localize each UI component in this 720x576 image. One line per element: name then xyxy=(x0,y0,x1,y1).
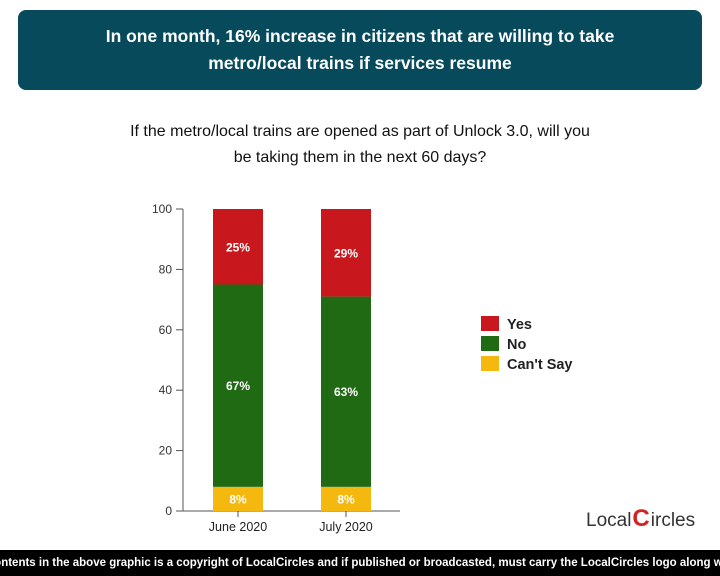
logo-text-local: Local xyxy=(586,510,632,531)
copyright-text: All contents in the above graphic is a c… xyxy=(0,557,720,569)
bar-segment xyxy=(321,486,371,511)
localcircles-logo: Local C ircles xyxy=(586,505,695,533)
bar-segment xyxy=(321,209,371,297)
headline-banner: In one month, 16% increase in citizens t… xyxy=(18,10,702,90)
question-line-2: be taking them in the next 60 days? xyxy=(233,149,487,166)
data-label: 67% xyxy=(226,379,250,393)
logo-text-ircles: ircles xyxy=(650,510,696,531)
legend-label: No xyxy=(507,337,526,353)
y-tick-label: 20 xyxy=(159,444,173,458)
headline-line-2: metro/local trains if services resume xyxy=(208,53,512,73)
data-label: 29% xyxy=(334,246,358,260)
copyright-footer: All contents in the above graphic is a c… xyxy=(0,550,720,576)
headline-line-1: In one month, 16% increase in citizens t… xyxy=(105,26,615,46)
logo-pin-mark: C xyxy=(632,505,650,532)
y-tick-label: 0 xyxy=(165,504,172,518)
y-tick-label: 100 xyxy=(152,202,172,216)
bar-segment xyxy=(213,284,263,487)
stacked-bar-chart: 0 20 40 60 80 100 8% 67% 25% June 2020 8% 63% 29% Jul… xyxy=(152,202,573,534)
y-tick-label: 40 xyxy=(159,383,173,397)
legend-swatch xyxy=(481,336,499,351)
bar-segment xyxy=(321,296,371,487)
legend-label: Can't Say xyxy=(507,357,573,373)
bar-segment xyxy=(213,209,263,285)
data-label: 63% xyxy=(334,385,358,399)
legend-swatch xyxy=(481,316,499,331)
legend-label: Yes xyxy=(507,317,532,333)
legend-swatch xyxy=(481,356,499,371)
x-tick-label: June 2020 xyxy=(209,520,267,534)
y-tick-label: 80 xyxy=(159,262,173,276)
data-label: 8% xyxy=(337,492,355,506)
question-line-1: If the metro/local trains are opened as … xyxy=(130,123,590,140)
data-label: 8% xyxy=(229,492,247,506)
y-tick-label: 60 xyxy=(159,323,173,337)
x-tick-label: July 2020 xyxy=(319,520,373,534)
data-label: 25% xyxy=(226,240,250,254)
bar-segment xyxy=(213,486,263,511)
survey-question: If the metro/local trains are opened as … xyxy=(60,119,660,171)
